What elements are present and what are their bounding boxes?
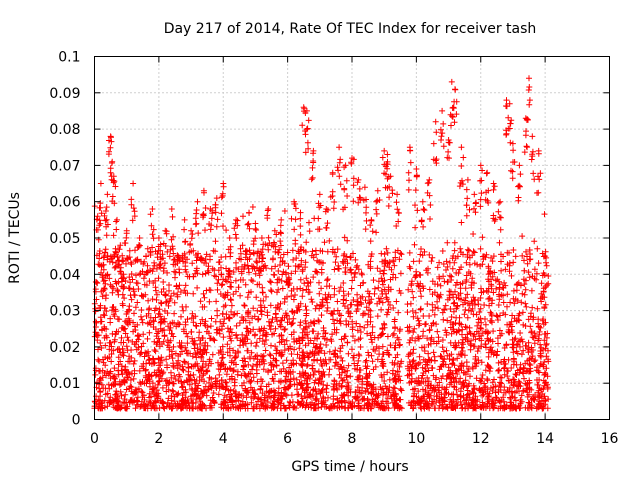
data-points [91, 75, 552, 412]
y-tick-label: 0.03 [49, 304, 80, 320]
chart-title: Day 217 of 2014, Rate Of TEC Index for r… [164, 21, 537, 37]
x-tick-label: 6 [283, 431, 292, 447]
y-tick-label: 0.01 [49, 376, 80, 392]
x-tick-label: 8 [348, 431, 357, 447]
y-tick-label: 0.09 [49, 86, 80, 102]
x-tick-label: 14 [536, 431, 554, 447]
x-tick-labels: 0 2 4 6 8 10 12 14 16 [90, 431, 618, 447]
x-tick-label: 2 [154, 431, 163, 447]
x-tick-label: 12 [472, 431, 490, 447]
x-tick-label: 10 [407, 431, 425, 447]
roti-series-markers [91, 75, 552, 412]
y-tick-label: 0.07 [49, 158, 80, 174]
y-tick-label: 0.08 [49, 122, 80, 138]
y-axis-title: ROTI / TECUs [7, 192, 23, 284]
y-tick-label: 0.05 [49, 231, 80, 247]
grid-lines [94, 56, 610, 420]
axis-ticks [94, 56, 610, 420]
x-tick-label: 16 [601, 431, 619, 447]
y-tick-label: 0.02 [49, 340, 80, 356]
y-tick-label: 0.04 [49, 267, 80, 283]
y-tick-label: 0.06 [49, 195, 80, 211]
y-tick-label: 0.1 [58, 50, 80, 66]
x-axis-title: GPS time / hours [291, 459, 408, 475]
x-tick-label: 4 [219, 431, 228, 447]
y-tick-label: 0 [72, 413, 81, 429]
y-tick-labels: 0 0.01 0.02 0.03 0.04 0.05 0.06 0.07 0.08 0.09 0.1 [49, 50, 80, 429]
x-tick-label: 0 [90, 431, 99, 447]
